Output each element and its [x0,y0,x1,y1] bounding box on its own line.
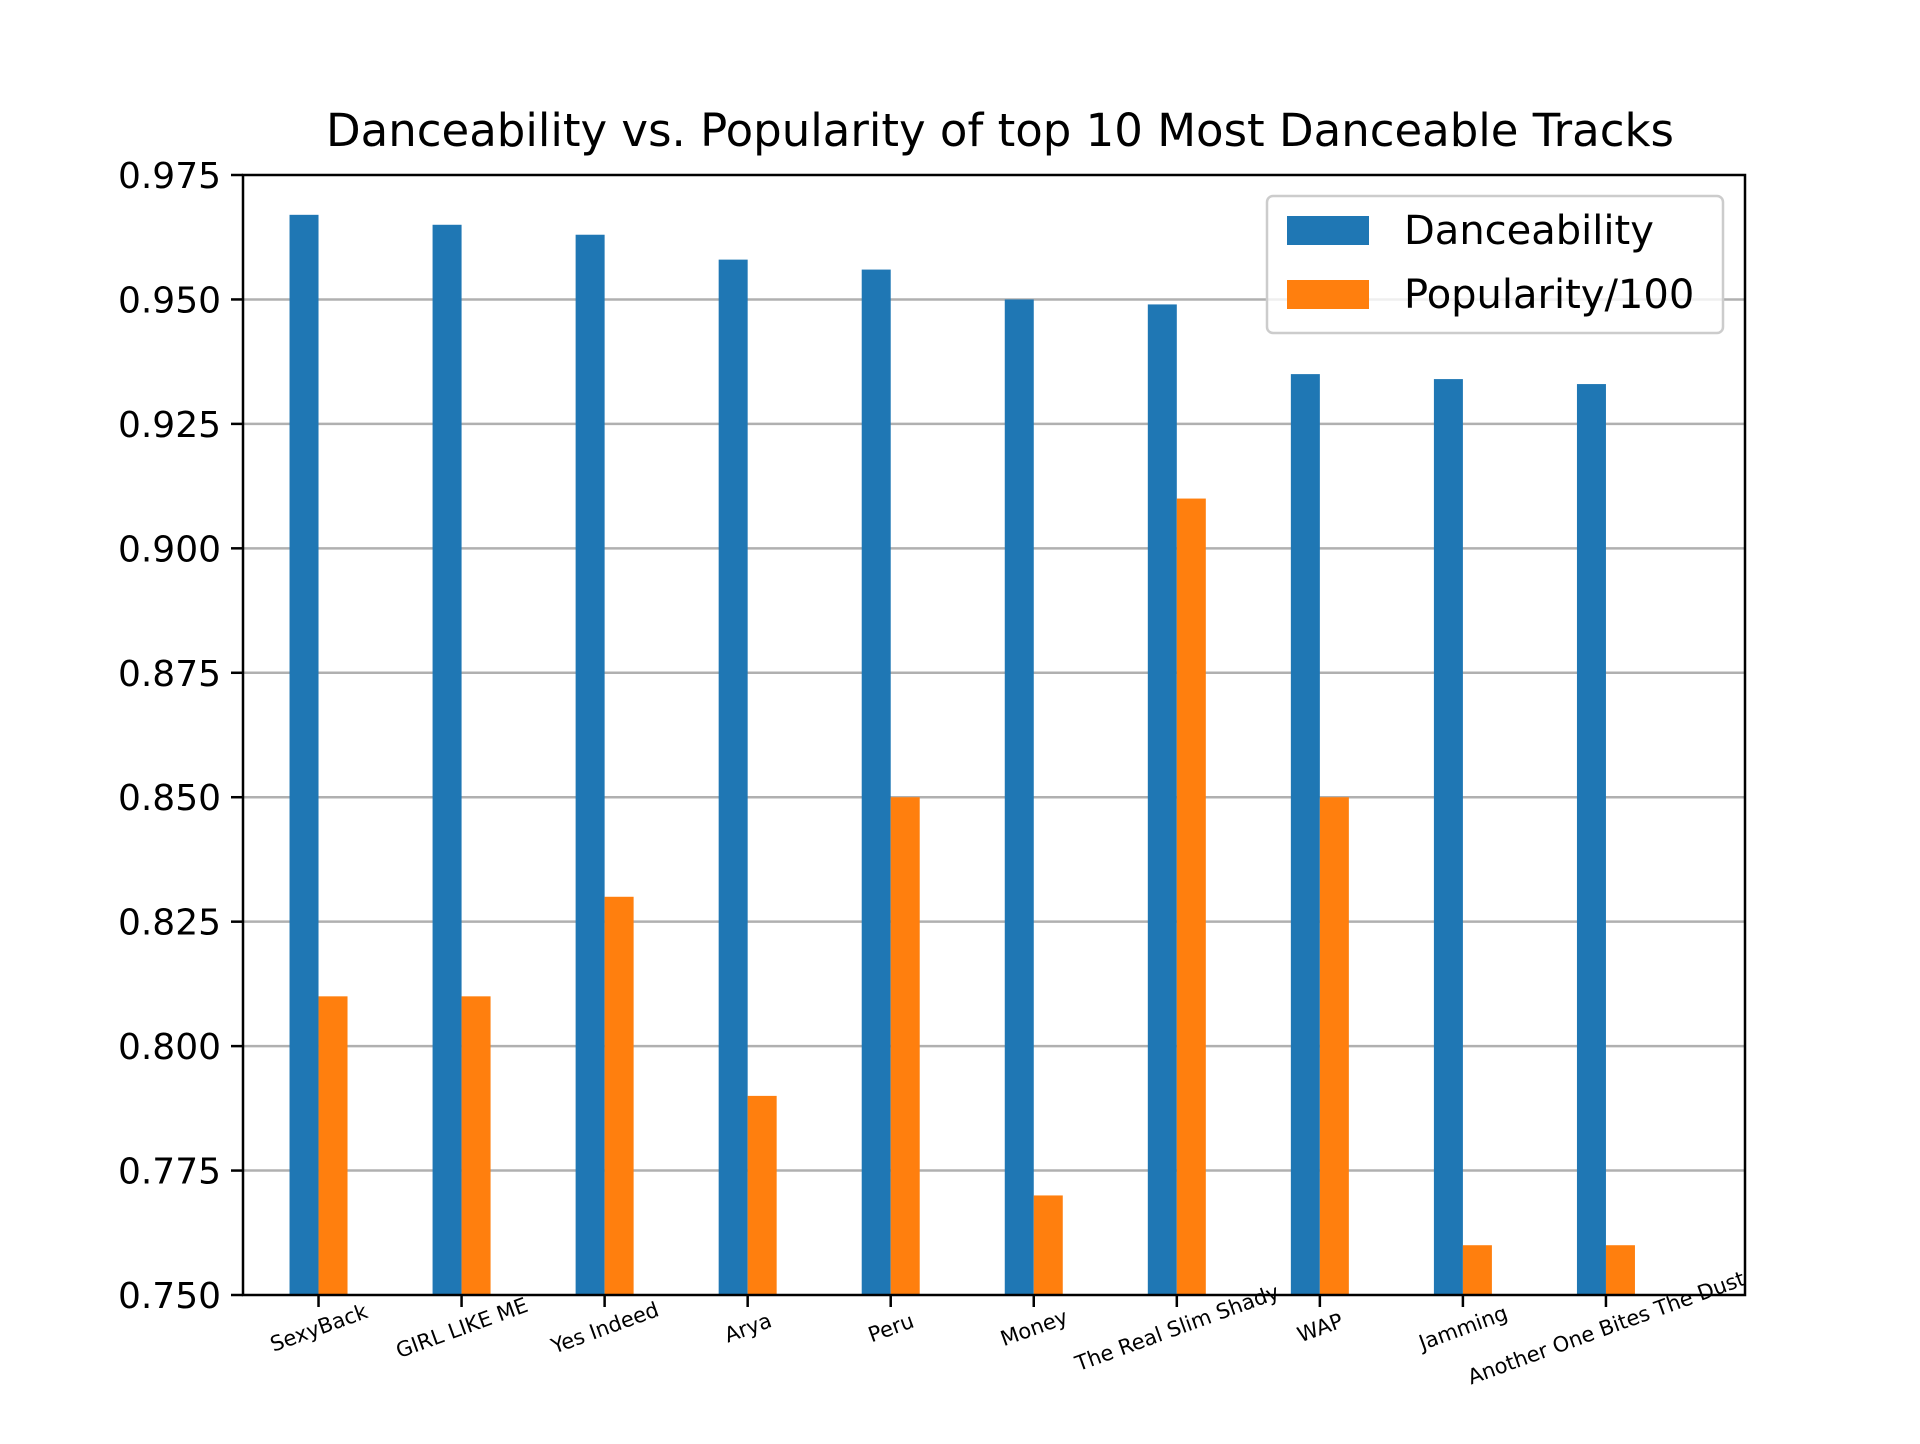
y-tick-label: 0.950 [118,280,221,321]
bar-danceability [432,224,462,1295]
bar-danceability [575,234,605,1295]
bar-danceability [861,269,891,1296]
bar-danceability [1433,379,1463,1296]
bar-popularity [1319,797,1349,1295]
bar-popularity [1033,1195,1063,1295]
legend-frame [1265,194,1725,335]
bar-danceability [1147,304,1177,1295]
y-tick-label: 0.875 [118,654,221,695]
bar-danceability [1290,374,1320,1296]
legend-label-popularity: Popularity/100 [1404,272,1694,318]
bar-danceability [289,214,319,1295]
bars [289,214,1635,1296]
grid-lines [243,298,1745,1172]
y-tick-label: 0.775 [118,1152,221,1193]
bar-popularity [604,896,634,1295]
bar-popularity [747,1095,777,1295]
y-tick-label: 0.800 [118,1027,221,1068]
y-tick-label: 0.975 [118,156,221,197]
plot-frame [241,173,1747,1297]
bar-popularity [890,797,920,1295]
legend-swatch-danceability [1287,216,1369,245]
bar-danceability [1004,299,1034,1295]
bar-popularity [1605,1245,1635,1295]
y-tick-label: 0.925 [118,405,221,446]
bar-popularity [1176,498,1206,1295]
bar-popularity [461,996,491,1295]
bar-danceability [718,259,748,1296]
legend: Danceability Popularity/100 [1265,194,1725,335]
y-axis: 0.750 0.775 0.800 0.825 0.850 0.875 0.900 0.925… [118,156,243,1317]
bar-danceability [1576,384,1606,1296]
bar-popularity [1462,1245,1492,1295]
chart-title: Danceability vs. Popularity of top 10 Mo… [326,104,1674,157]
bar-popularity [318,996,348,1295]
y-tick-label: 0.750 [118,1276,221,1317]
y-tick-label: 0.825 [118,903,221,944]
legend-swatch-popularity [1287,280,1369,309]
legend-label-danceability: Danceability [1404,208,1654,254]
y-tick-label: 0.850 [118,778,221,819]
y-tick-label: 0.900 [118,529,221,570]
